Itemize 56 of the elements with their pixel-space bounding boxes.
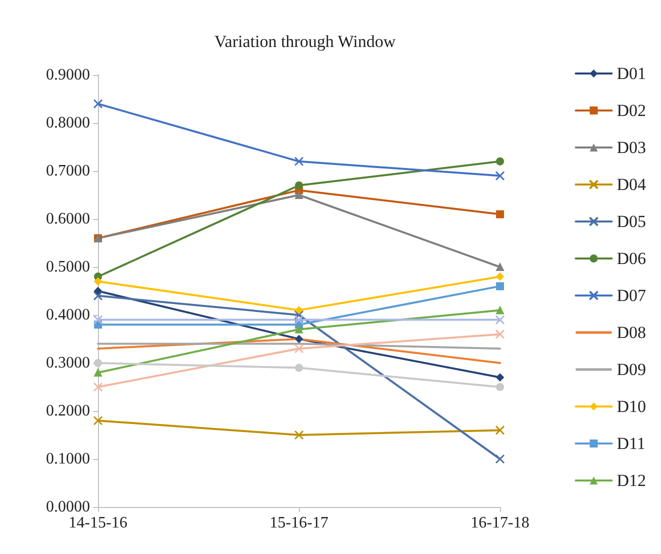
y-tick-label: 0.0000 [46, 498, 90, 516]
point [295, 181, 303, 190]
point [93, 99, 103, 109]
point [496, 383, 504, 391]
point [496, 282, 504, 290]
point [294, 156, 304, 166]
legend-label: D09 [616, 360, 646, 379]
point [295, 335, 303, 343]
point [495, 454, 505, 464]
point [94, 277, 102, 286]
point [495, 315, 505, 325]
y-tick-label: 0.7000 [46, 162, 90, 180]
point [94, 359, 102, 367]
point [295, 364, 303, 372]
x-tick-label: 16-17-18 [470, 514, 530, 532]
legend-label: D04 [616, 175, 646, 194]
y-tick-label: 0.2000 [46, 402, 90, 420]
point [295, 306, 303, 314]
y-tick-label: 0.6000 [46, 210, 90, 228]
point [495, 425, 505, 435]
point [496, 210, 504, 218]
y-tick-label: 0.5000 [46, 258, 90, 276]
x-tick-label: 15-16-17 [270, 514, 328, 532]
legend-label: D10 [616, 397, 646, 416]
point [496, 157, 504, 166]
point [94, 368, 102, 377]
point [93, 315, 103, 325]
point [495, 171, 505, 181]
y-tick-label: 0.1000 [46, 450, 90, 468]
point [294, 430, 304, 440]
point [294, 344, 304, 354]
point [93, 382, 103, 392]
point [495, 329, 505, 339]
point [295, 325, 303, 334]
point [496, 306, 504, 314]
chart-title: Variation through Window [214, 32, 396, 51]
point [93, 416, 103, 426]
legend-label: D08 [616, 323, 646, 342]
point [294, 315, 304, 325]
legend-label: D03 [616, 138, 646, 157]
legend-label: D02 [616, 101, 646, 120]
legend-label: D11 [616, 434, 646, 453]
point [93, 291, 103, 301]
point [496, 373, 504, 382]
y-tick-label: 0.9000 [46, 66, 90, 84]
legend-label: D06 [616, 249, 646, 268]
point [496, 272, 504, 281]
y-tick-label: 0.4000 [46, 306, 90, 324]
x-tick-label: 14-15-16 [68, 514, 128, 532]
legend-label: D07 [616, 286, 646, 305]
y-tick-label: 0.3000 [46, 354, 90, 372]
point [94, 287, 102, 295]
legend-label: D01 [616, 64, 646, 83]
y-tick-label: 0.8000 [46, 114, 90, 132]
legend-label: D05 [616, 212, 646, 231]
legend-label: D12 [616, 471, 646, 490]
